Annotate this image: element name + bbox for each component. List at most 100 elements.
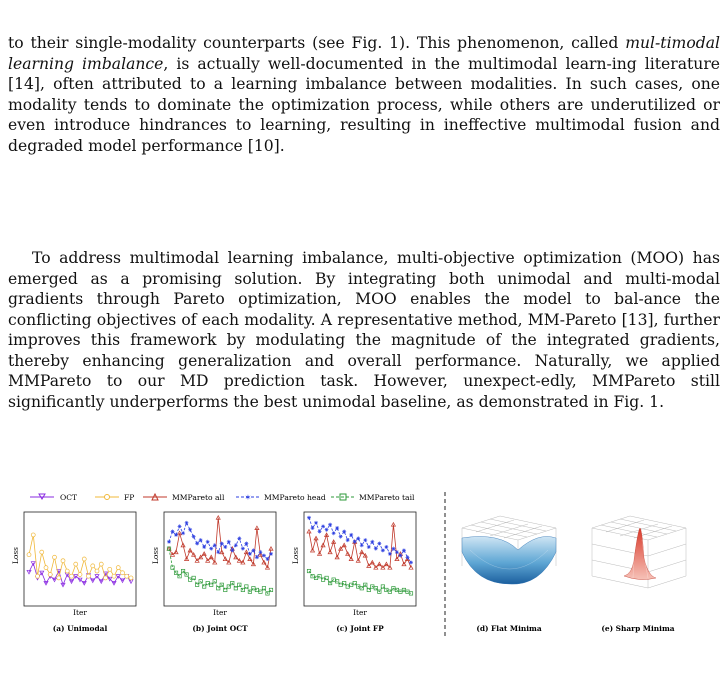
point-mmpareto-tail-9 bbox=[195, 582, 200, 587]
point-mmpareto-tail-30 bbox=[408, 591, 414, 596]
point-mmpareto-head-19 bbox=[370, 539, 375, 544]
point-mmpareto-head-5 bbox=[181, 531, 186, 536]
point-mmpareto-all-15 bbox=[215, 514, 221, 520]
legend-fp: FP bbox=[95, 493, 134, 502]
point-mmpareto-head-15 bbox=[216, 550, 221, 555]
point-mmpareto-head-22 bbox=[240, 546, 245, 551]
point-fp-1 bbox=[26, 552, 32, 558]
point-mmpareto-head-13 bbox=[209, 546, 214, 551]
legend-oct-label: OCT bbox=[60, 493, 77, 502]
point-mmpareto-all-7 bbox=[187, 547, 193, 553]
point-mmpareto-tail-5 bbox=[181, 568, 186, 574]
point-mmpareto-head-26 bbox=[254, 555, 259, 560]
point-mmpareto-tail-24 bbox=[247, 589, 252, 594]
point-mmpareto-all-6 bbox=[183, 556, 190, 561]
point-mmpareto-head-8 bbox=[191, 534, 196, 539]
point-mmpareto-tail-11 bbox=[202, 584, 207, 589]
point-fp-16 bbox=[90, 563, 96, 569]
plot-c bbox=[306, 515, 414, 596]
series-line-mmpareto-all bbox=[168, 517, 272, 569]
point-oct-13 bbox=[77, 577, 83, 583]
point-mmpareto-all-6 bbox=[323, 532, 330, 537]
panel-a-xlabel: Iter bbox=[73, 608, 87, 617]
point-fp-21 bbox=[111, 573, 117, 579]
caption-b: (b) Joint OCT bbox=[192, 624, 248, 633]
point-mmpareto-all-13 bbox=[208, 554, 214, 560]
panel-b: Loss Iter (b) Joint OCT bbox=[151, 511, 277, 633]
caption-d: (d) Flat Minima bbox=[476, 624, 542, 633]
point-mmpareto-head-2 bbox=[310, 526, 315, 531]
point-mmpareto-head-11 bbox=[342, 529, 347, 534]
point-mmpareto-all-22 bbox=[380, 564, 386, 570]
point-mmpareto-all-29 bbox=[264, 564, 271, 570]
legend: OCT FP MMPareto all ✶ MMPareto head MMPa… bbox=[30, 492, 415, 502]
point-mmpareto-head-15 bbox=[356, 536, 361, 541]
legend-mmpareto-head-label: MMPareto head bbox=[264, 493, 326, 502]
point-oct-7 bbox=[51, 577, 58, 583]
point-mmpareto-head-25 bbox=[391, 546, 396, 551]
panel-b-xlabel: Iter bbox=[213, 608, 227, 617]
point-mmpareto-head-28 bbox=[401, 548, 406, 553]
point-mmpareto-tail-14 bbox=[352, 581, 357, 586]
legend-mmpareto-all-label: MMPareto all bbox=[172, 493, 225, 502]
point-mmpareto-head-29 bbox=[265, 557, 270, 561]
point-mmpareto-all-8 bbox=[331, 539, 337, 544]
panel-b-ylabel: Loss bbox=[151, 547, 160, 564]
point-mmpareto-tail-3 bbox=[173, 570, 179, 575]
point-fp-18 bbox=[98, 561, 104, 567]
point-fp-23 bbox=[120, 570, 125, 576]
p1-after: , is actually well-documented in the mul… bbox=[8, 54, 720, 155]
point-mmpareto-head-13 bbox=[349, 532, 354, 537]
point-mmpareto-all-11 bbox=[201, 551, 207, 556]
point-mmpareto-tail-30 bbox=[268, 587, 274, 593]
point-oct-17 bbox=[94, 574, 100, 579]
point-mmpareto-tail-20 bbox=[233, 586, 238, 591]
caption-e: (e) Sharp Minima bbox=[601, 624, 674, 633]
point-mmpareto-tail-22 bbox=[240, 587, 245, 593]
plot-a bbox=[26, 532, 134, 588]
point-fp-14 bbox=[81, 556, 87, 562]
point-mmpareto-tail-13 bbox=[209, 582, 214, 587]
point-mmpareto-all-1 bbox=[306, 528, 312, 534]
point-mmpareto-all-8 bbox=[191, 551, 197, 557]
point-mmpareto-all-12 bbox=[345, 551, 351, 556]
point-mmpareto-head-21 bbox=[237, 536, 242, 541]
point-mmpareto-tail-16 bbox=[359, 586, 364, 591]
point-mmpareto-head-17 bbox=[363, 538, 368, 543]
point-fp-7 bbox=[52, 554, 57, 560]
point-mmpareto-tail-21 bbox=[377, 589, 382, 594]
point-mmpareto-head-6 bbox=[184, 520, 189, 525]
point-mmpareto-head-20 bbox=[373, 546, 378, 551]
point-mmpareto-head-6 bbox=[324, 527, 329, 532]
point-mmpareto-tail-17 bbox=[363, 582, 368, 587]
point-mmpareto-head-7 bbox=[328, 522, 333, 527]
point-fp-19 bbox=[103, 575, 108, 581]
panel-d: (d) Flat Minima bbox=[461, 515, 557, 633]
panel-c-ylabel: Loss bbox=[291, 547, 300, 564]
legend-mmpareto-tail: MMPareto tail bbox=[331, 493, 415, 502]
point-mmpareto-head-17 bbox=[223, 544, 228, 549]
point-oct-2 bbox=[30, 561, 36, 567]
point-mmpareto-all-24 bbox=[387, 564, 393, 570]
point-mmpareto-all-5 bbox=[320, 542, 326, 548]
legend-oct: OCT bbox=[30, 493, 77, 502]
point-mmpareto-head-23 bbox=[244, 541, 249, 546]
point-mmpareto-head-24 bbox=[387, 551, 392, 556]
point-mmpareto-tail-4 bbox=[317, 574, 322, 579]
point-mmpareto-head-28 bbox=[261, 553, 266, 558]
point-oct-18 bbox=[98, 579, 104, 585]
series-line-mmpareto-head bbox=[168, 521, 272, 560]
point-oct-1 bbox=[26, 569, 32, 575]
point-fp-6 bbox=[47, 572, 53, 577]
flat-minima-bowl bbox=[461, 536, 557, 585]
point-mmpareto-all-27 bbox=[257, 551, 264, 557]
point-fp-15 bbox=[86, 573, 91, 579]
point-mmpareto-head-7 bbox=[188, 527, 193, 532]
point-fp-10 bbox=[64, 568, 70, 574]
point-mmpareto-head-12 bbox=[345, 538, 350, 543]
point-mmpareto-all-16 bbox=[359, 549, 365, 555]
point-mmpareto-head-18 bbox=[226, 539, 231, 544]
figure-1: OCT FP MMPareto all ✶ MMPareto head MMPa… bbox=[11, 492, 687, 638]
point-mmpareto-all-25 bbox=[390, 521, 397, 527]
series-line-fp bbox=[28, 534, 132, 579]
